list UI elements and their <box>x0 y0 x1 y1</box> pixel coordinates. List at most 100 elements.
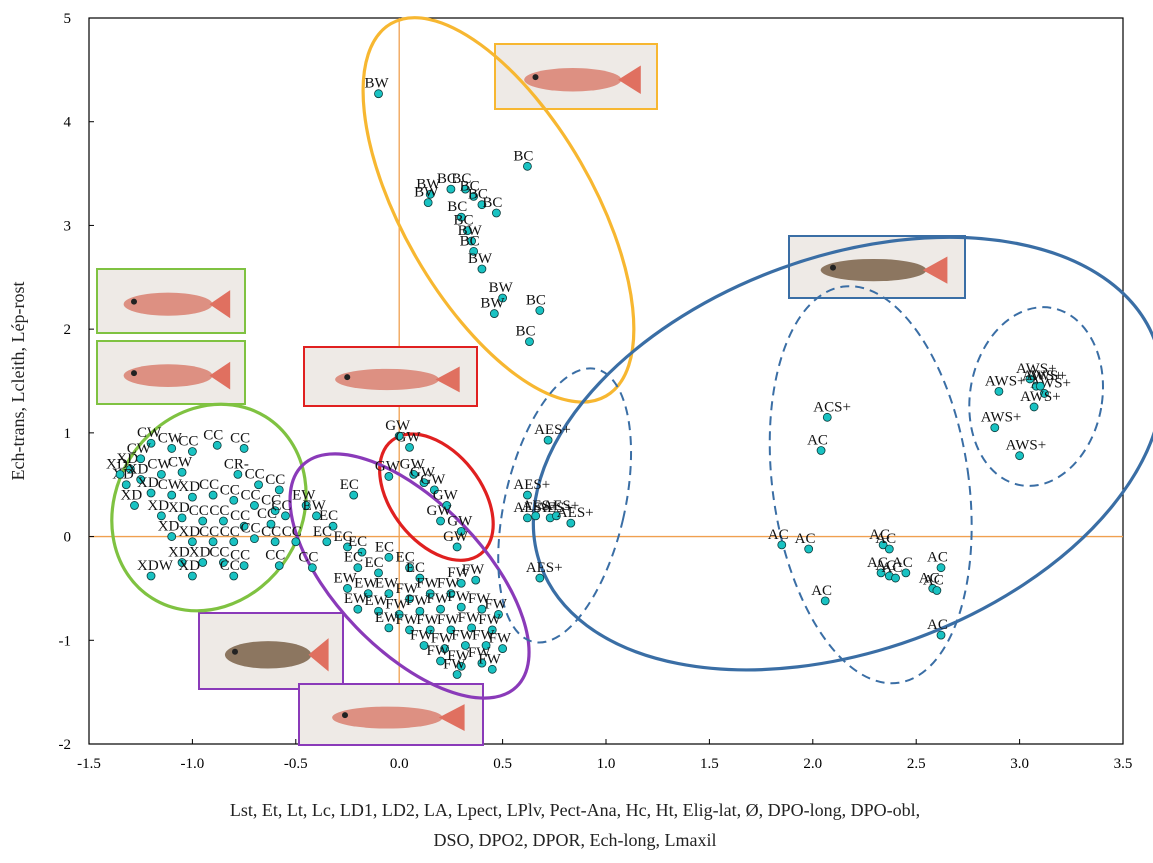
data-label: XD <box>127 462 149 478</box>
data-label: FW <box>489 631 512 647</box>
data-point <box>266 519 276 529</box>
specimen-photo-left-bottom <box>96 340 246 405</box>
data-label: XD <box>137 475 159 491</box>
fish-eye <box>131 298 137 305</box>
y-tick-label: 5 <box>64 11 72 27</box>
data-point <box>130 501 139 510</box>
data-point <box>274 561 284 571</box>
y-tick-label: 4 <box>64 115 72 131</box>
data-label: CW <box>158 430 183 446</box>
data-point <box>446 589 456 599</box>
data-label: AC <box>807 432 828 448</box>
ellipse-group-b <box>361 16 636 404</box>
data-point <box>328 521 338 531</box>
data-point <box>405 442 414 452</box>
data-point <box>469 191 479 201</box>
data-point <box>212 440 222 450</box>
data-point <box>239 561 249 571</box>
data-point <box>384 472 394 481</box>
fish-body <box>123 292 213 316</box>
data-point <box>125 464 135 474</box>
data-point <box>177 513 187 523</box>
data-point <box>1015 451 1024 461</box>
data-point <box>229 495 239 505</box>
data-point <box>804 544 814 554</box>
data-label: EC <box>340 477 359 493</box>
data-label: AC <box>927 550 948 566</box>
data-points: BWBCBWBWBCBCBCBCBCBCBCBWBCBWBWBCBWBCAES+… <box>106 76 1071 679</box>
data-point <box>456 212 466 222</box>
data-label: GW <box>427 503 453 519</box>
data-label: AES+ <box>542 498 579 514</box>
data-label: EW <box>302 498 326 514</box>
data-point <box>187 447 197 456</box>
data-label: AC <box>875 558 896 574</box>
data-point <box>477 604 487 614</box>
data-point <box>477 200 487 210</box>
data-point <box>491 208 501 218</box>
data-label: CW <box>147 456 172 472</box>
group-ellipses <box>110 16 1153 700</box>
data-label: EC <box>319 508 338 524</box>
data-label: FW <box>468 645 491 661</box>
data-label: AC <box>892 555 913 571</box>
x-tick-label: -1.5 <box>77 756 101 772</box>
x-axis-label-line-2: DSO, DPO2, DPOR, Ech-long, Lmaxil <box>434 830 717 850</box>
data-point <box>146 438 156 448</box>
data-label: CC <box>261 524 281 540</box>
data-point <box>477 264 487 274</box>
data-point <box>121 480 131 490</box>
ellipse-group-ef <box>288 452 531 700</box>
data-point <box>374 568 383 578</box>
data-point <box>229 571 239 581</box>
data-point <box>487 664 497 674</box>
specimen-photo-right <box>788 235 966 299</box>
data-label: FW <box>437 576 460 592</box>
data-label: AES+ <box>522 498 559 514</box>
data-point <box>452 670 462 679</box>
data-label: FW <box>410 627 433 643</box>
data-point <box>187 492 197 502</box>
data-point <box>936 563 946 573</box>
x-tick-label: -0.5 <box>284 756 308 772</box>
data-point <box>167 532 177 541</box>
data-label: FW <box>478 651 501 667</box>
data-point <box>115 469 125 479</box>
data-label: CC <box>203 427 223 443</box>
data-point <box>481 641 491 650</box>
data-label: BC <box>447 199 467 215</box>
data-label: GW <box>443 529 469 545</box>
data-point <box>419 478 429 488</box>
data-point <box>384 623 394 633</box>
data-point <box>777 540 787 550</box>
data-label: GW <box>447 513 473 529</box>
data-point <box>498 293 508 303</box>
x-axis-label-line-1: Lst, Et, Lt, Lc, LD1, LD2, LA, Lpect, LP… <box>230 800 920 820</box>
data-label: XDW <box>137 558 174 574</box>
data-label: CW <box>127 441 152 457</box>
specimen-photo-bottom-left <box>198 612 344 690</box>
data-point <box>1025 374 1035 384</box>
data-label: BW <box>365 76 390 92</box>
data-label: BC <box>437 171 457 187</box>
data-label: EW <box>365 593 389 609</box>
data-point <box>436 516 445 526</box>
data-label: EW <box>375 576 399 592</box>
data-point <box>535 573 545 583</box>
data-label: GW <box>420 472 446 488</box>
data-label: CC <box>209 503 229 519</box>
data-point <box>394 431 404 441</box>
data-label: AES+ <box>557 505 594 521</box>
data-label: XD <box>106 456 128 472</box>
data-point <box>353 563 363 573</box>
data-point <box>250 534 259 544</box>
data-point <box>146 571 156 581</box>
data-point <box>523 490 532 500</box>
data-point <box>301 501 311 510</box>
data-label: FW <box>427 591 450 607</box>
data-point <box>467 623 476 633</box>
data-point <box>187 571 197 581</box>
data-label: GW <box>433 487 459 503</box>
fish-tail <box>922 256 948 284</box>
data-point <box>274 485 284 495</box>
